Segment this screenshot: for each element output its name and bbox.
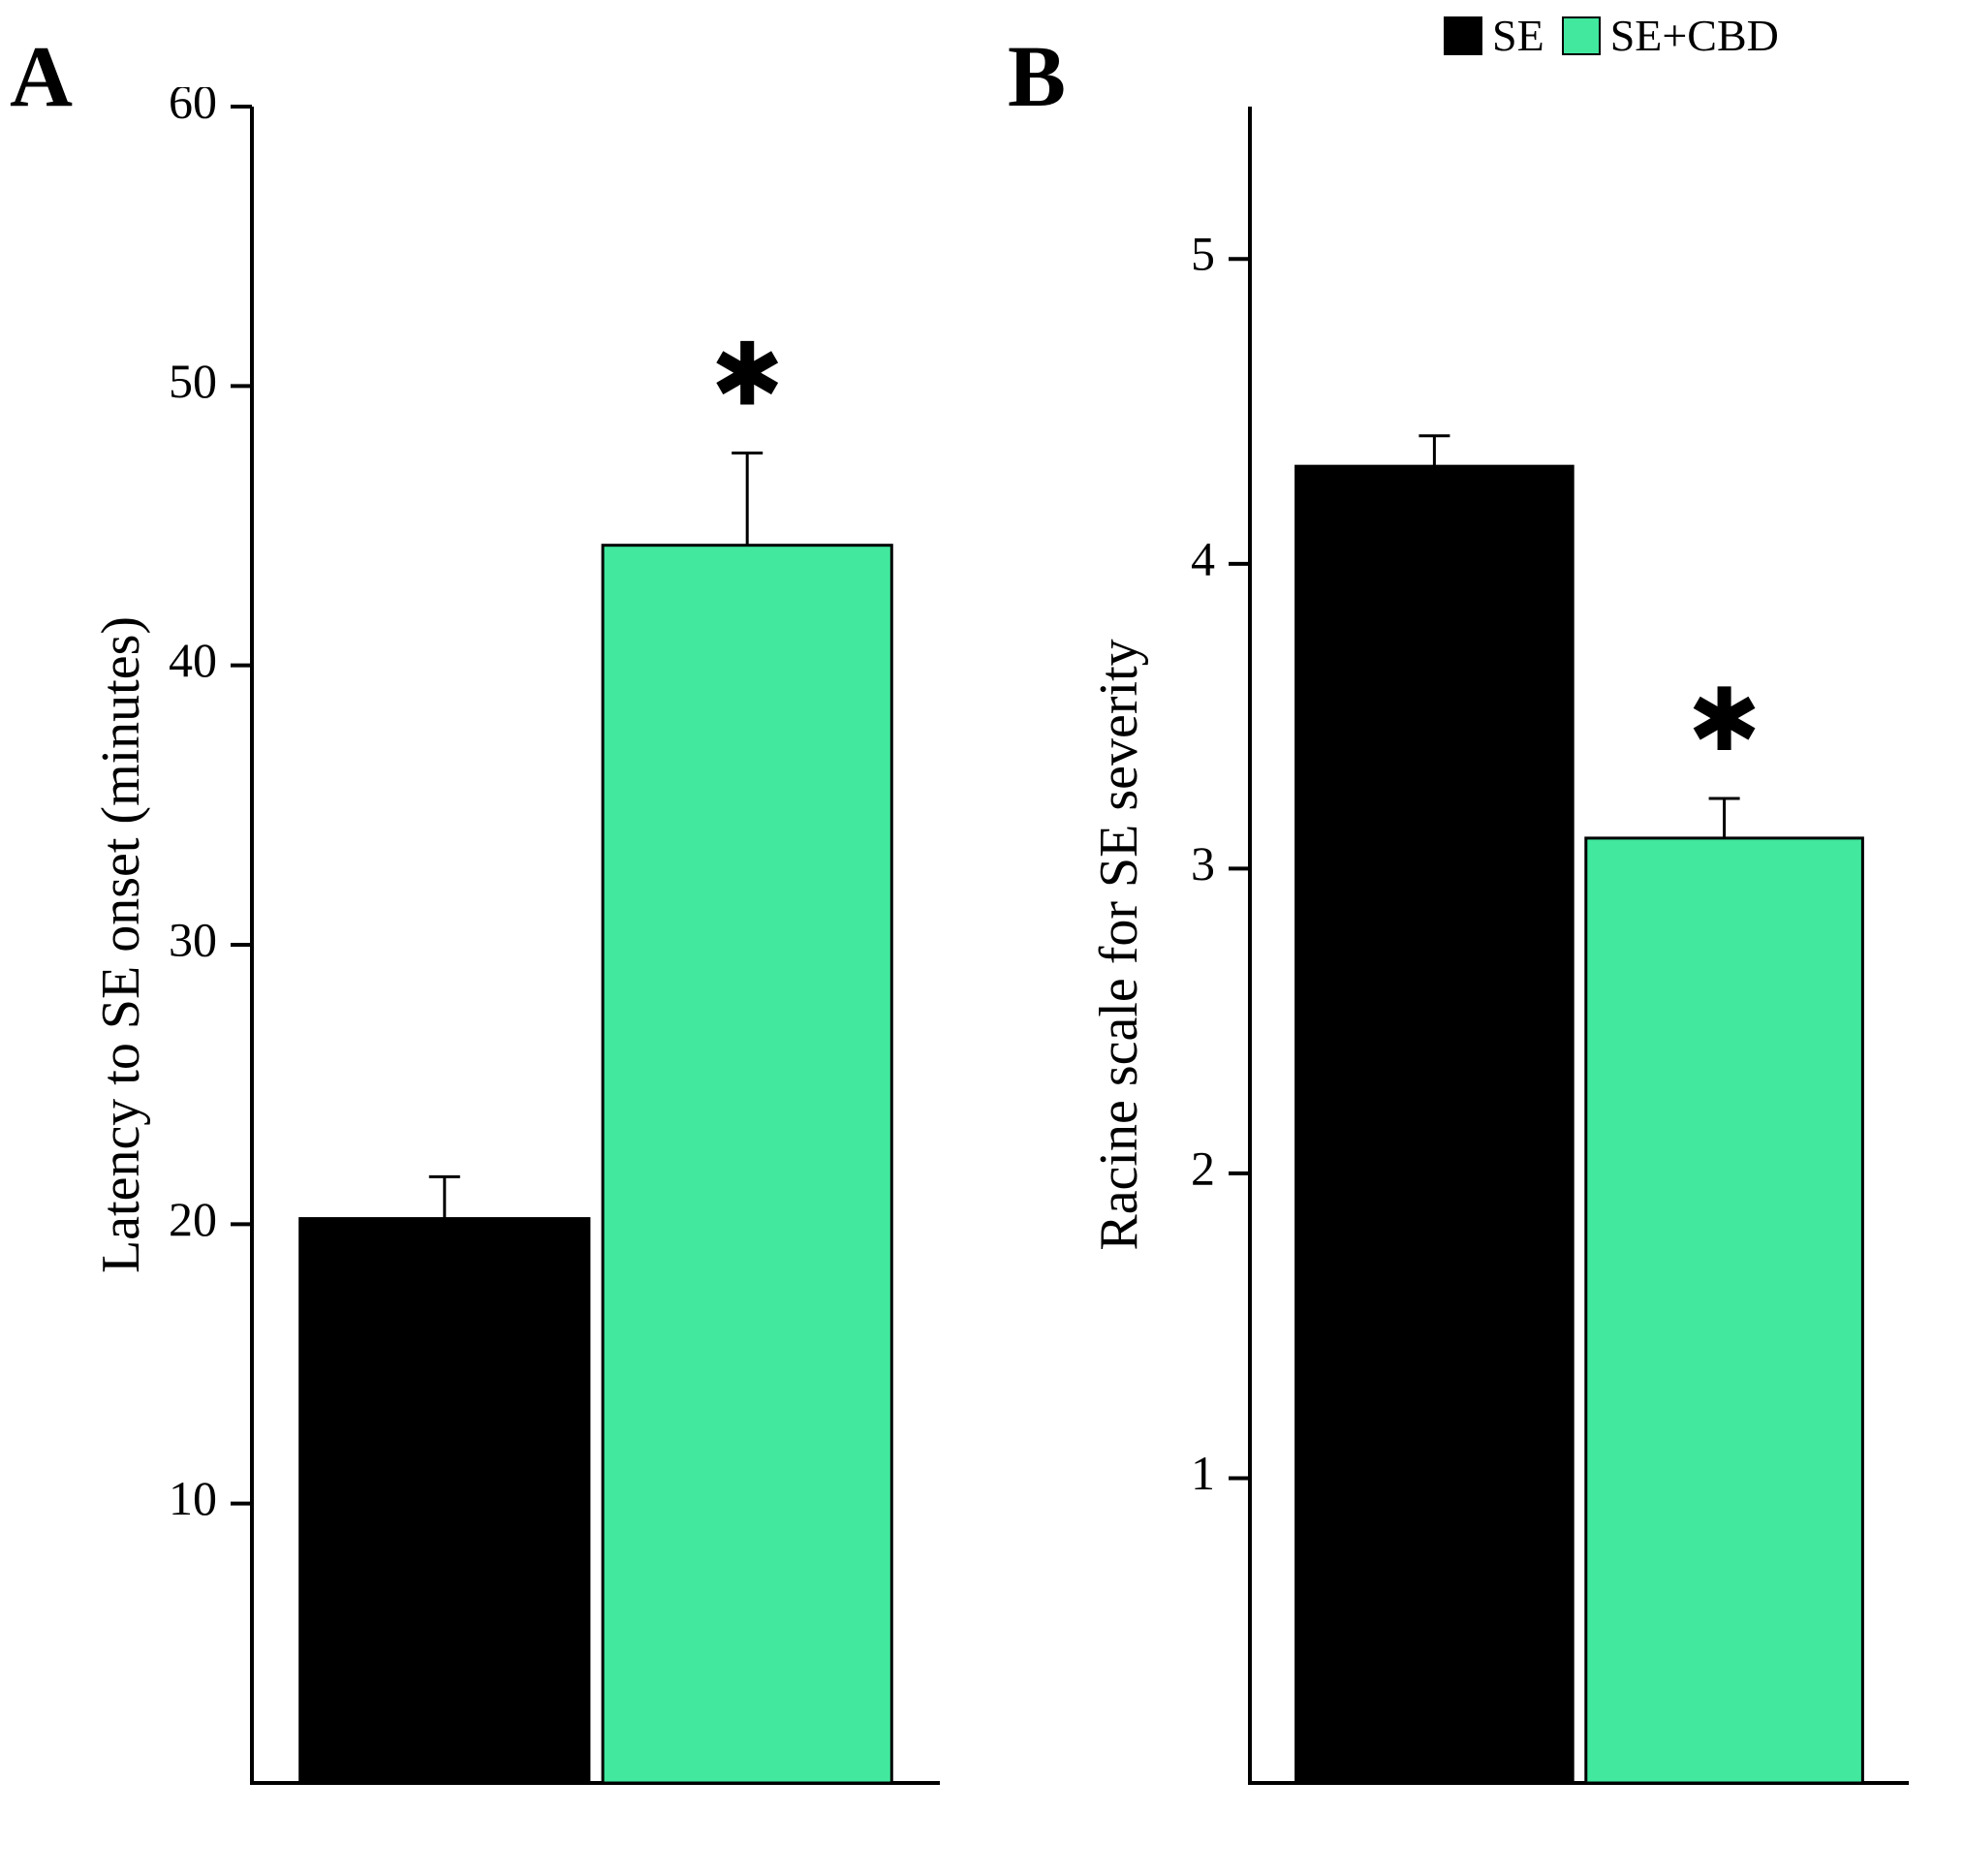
svg-text:10: 10 — [169, 1471, 217, 1525]
chart-a: 10 20 30 40 50 60 Latency to SE onset (minutes… — [87, 87, 959, 1822]
svg-text:Latency to SE onset (minutes): Latency to SE onset (minutes) — [91, 616, 151, 1273]
legend-label: SE — [1492, 10, 1544, 61]
legend: SE SE+CBD — [1444, 10, 1779, 61]
panel-a-label: A — [10, 27, 73, 127]
legend-swatch — [1444, 16, 1482, 55]
svg-text:4: 4 — [1191, 531, 1215, 585]
svg-text:60: 60 — [169, 87, 217, 128]
svg-text:1: 1 — [1191, 1446, 1215, 1500]
svg-text:✱: ✱ — [710, 328, 783, 424]
svg-text:30: 30 — [169, 912, 217, 966]
legend-swatch — [1562, 16, 1601, 55]
svg-text:20: 20 — [169, 1192, 217, 1246]
chart-b: 1 2 3 4 5 Racine scale for SE severity ✱ — [1085, 87, 1928, 1822]
svg-text:5: 5 — [1191, 227, 1215, 281]
svg-text:2: 2 — [1191, 1141, 1215, 1195]
legend-item: SE — [1444, 10, 1544, 61]
legend-item: SE+CBD — [1562, 10, 1779, 61]
svg-text:3: 3 — [1191, 836, 1215, 891]
svg-text:Racine scale for SE severity: Racine scale for SE severity — [1089, 639, 1149, 1250]
legend-label: SE+CBD — [1610, 10, 1779, 61]
svg-text:40: 40 — [169, 633, 217, 687]
panel-b-label: B — [1008, 27, 1066, 127]
figure-container: SE SE+CBD A B 10 20 30 40 50 60 Latency to SE o… — [0, 0, 1964, 1876]
svg-text:✱: ✱ — [1688, 673, 1761, 769]
svg-text:50: 50 — [169, 354, 217, 408]
